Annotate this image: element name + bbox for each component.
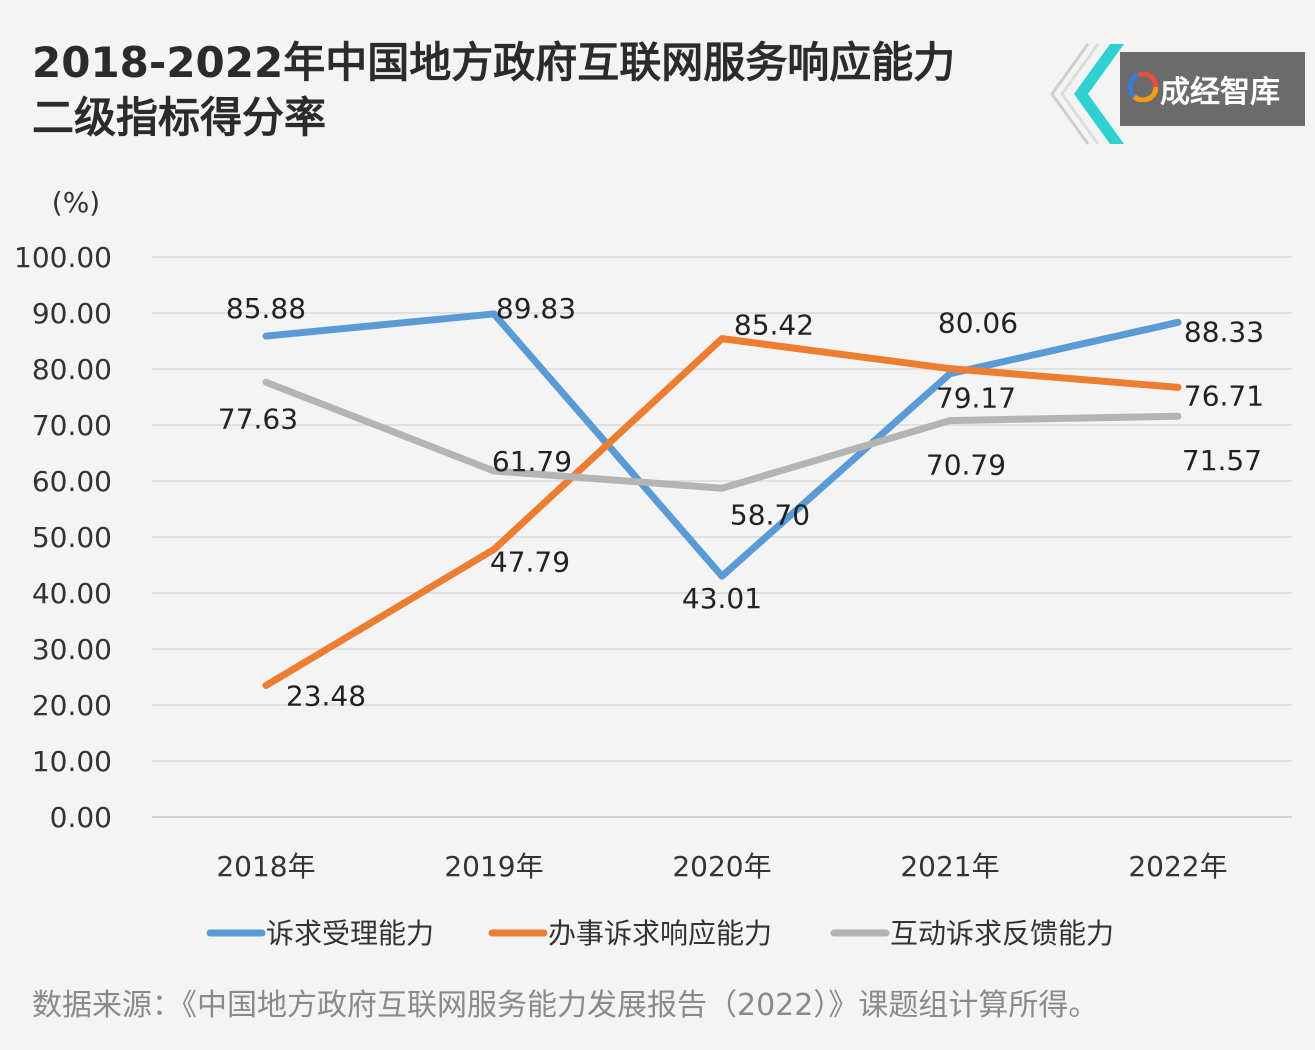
y-tick-label: 70.00 [32,409,112,442]
grid-layer [152,256,1292,818]
data-label: 85.88 [226,292,306,325]
brand-swirl-icon [1128,72,1158,102]
source-note: 数据来源：《中国地方政府互联网服务能力发展报告（2022）》课题组计算所得。 [32,988,1099,1023]
data-label: 47.79 [490,545,570,578]
chart-title-line-2: 二级指标得分率 [32,92,327,142]
x-tick-label: 2020年 [672,850,771,883]
data-point [491,546,497,552]
y-tick-label: 20.00 [32,689,112,722]
data-point [491,468,497,474]
y-tick-label: 80.00 [32,353,112,386]
data-point [1175,413,1181,419]
data-label: 77.63 [218,402,298,435]
data-label: 58.70 [730,498,810,531]
brand-logo-badge: 成经智库 [1048,40,1315,148]
data-label: 89.83 [496,292,576,325]
data-point [263,333,269,339]
data-point [947,371,953,377]
x-tick-label: 2022年 [1128,850,1227,883]
data-point [1175,384,1181,390]
data-label: 71.57 [1182,444,1262,477]
y-tick-label: 0.00 [50,801,112,834]
data-point [947,366,953,372]
x-tick-label: 2019年 [444,850,543,883]
chart-title-line-1: 2018-2022年中国地方政府互联网服务响应能力 [32,38,956,87]
y-tick-label: 60.00 [32,465,112,498]
series-line-2 [262,335,1182,690]
data-label: 23.48 [286,680,366,713]
data-label: 70.79 [926,449,1006,482]
y-axis-label: (%) [52,186,100,219]
data-point [719,573,725,579]
legend-label: 互动诉求反馈能力 [890,917,1114,950]
axis-layer: 0.00 10.00 20.00 30.00 40.00 50.00 60.00 70.00 8… [14,186,1228,883]
x-tick-label: 2021年 [900,850,999,883]
data-label-layer: 85.88 89.83 43.01 79.17 88.33 23.48 47.79 85.42… [218,292,1264,713]
brand-name: 成经智库 [1160,75,1280,110]
data-label: 76.71 [1184,379,1264,412]
data-point [491,311,497,317]
data-point [719,336,725,342]
data-point [263,683,269,689]
legend-label: 诉求受理能力 [266,917,434,950]
legend-label: 办事诉求响应能力 [548,917,772,950]
y-tick-label: 40.00 [32,577,112,610]
data-label: 80.06 [938,307,1018,340]
brand-box: 成经智库 [1120,52,1305,126]
y-tick-label: 30.00 [32,633,112,666]
legend: 诉求受理能力 办事诉求响应能力 互动诉求反馈能力 [206,917,1114,950]
series-line-3 [262,378,1182,492]
data-label: 85.42 [734,309,814,342]
brand-chevrons [1050,43,1124,145]
data-label: 43.01 [682,582,762,615]
chart-title: 2018-2022年中国地方政府互联网服务响应能力 二级指标得分率 [32,36,955,145]
x-tick-label: 2018年 [216,850,315,883]
y-tick-label: 90.00 [32,297,112,330]
series-layer [262,310,1182,690]
y-tick-label: 50.00 [32,521,112,554]
data-label: 61.79 [492,445,572,478]
data-label: 79.17 [936,382,1016,415]
y-tick-label: 10.00 [32,745,112,778]
data-point [947,418,953,424]
data-point [719,485,725,491]
data-point [263,379,269,385]
data-point [1175,319,1181,325]
data-label: 88.33 [1184,315,1264,348]
y-tick-label: 100.00 [14,241,112,274]
line-chart: 0.00 10.00 20.00 30.00 40.00 50.00 60.00 70.00 8… [14,186,1292,950]
